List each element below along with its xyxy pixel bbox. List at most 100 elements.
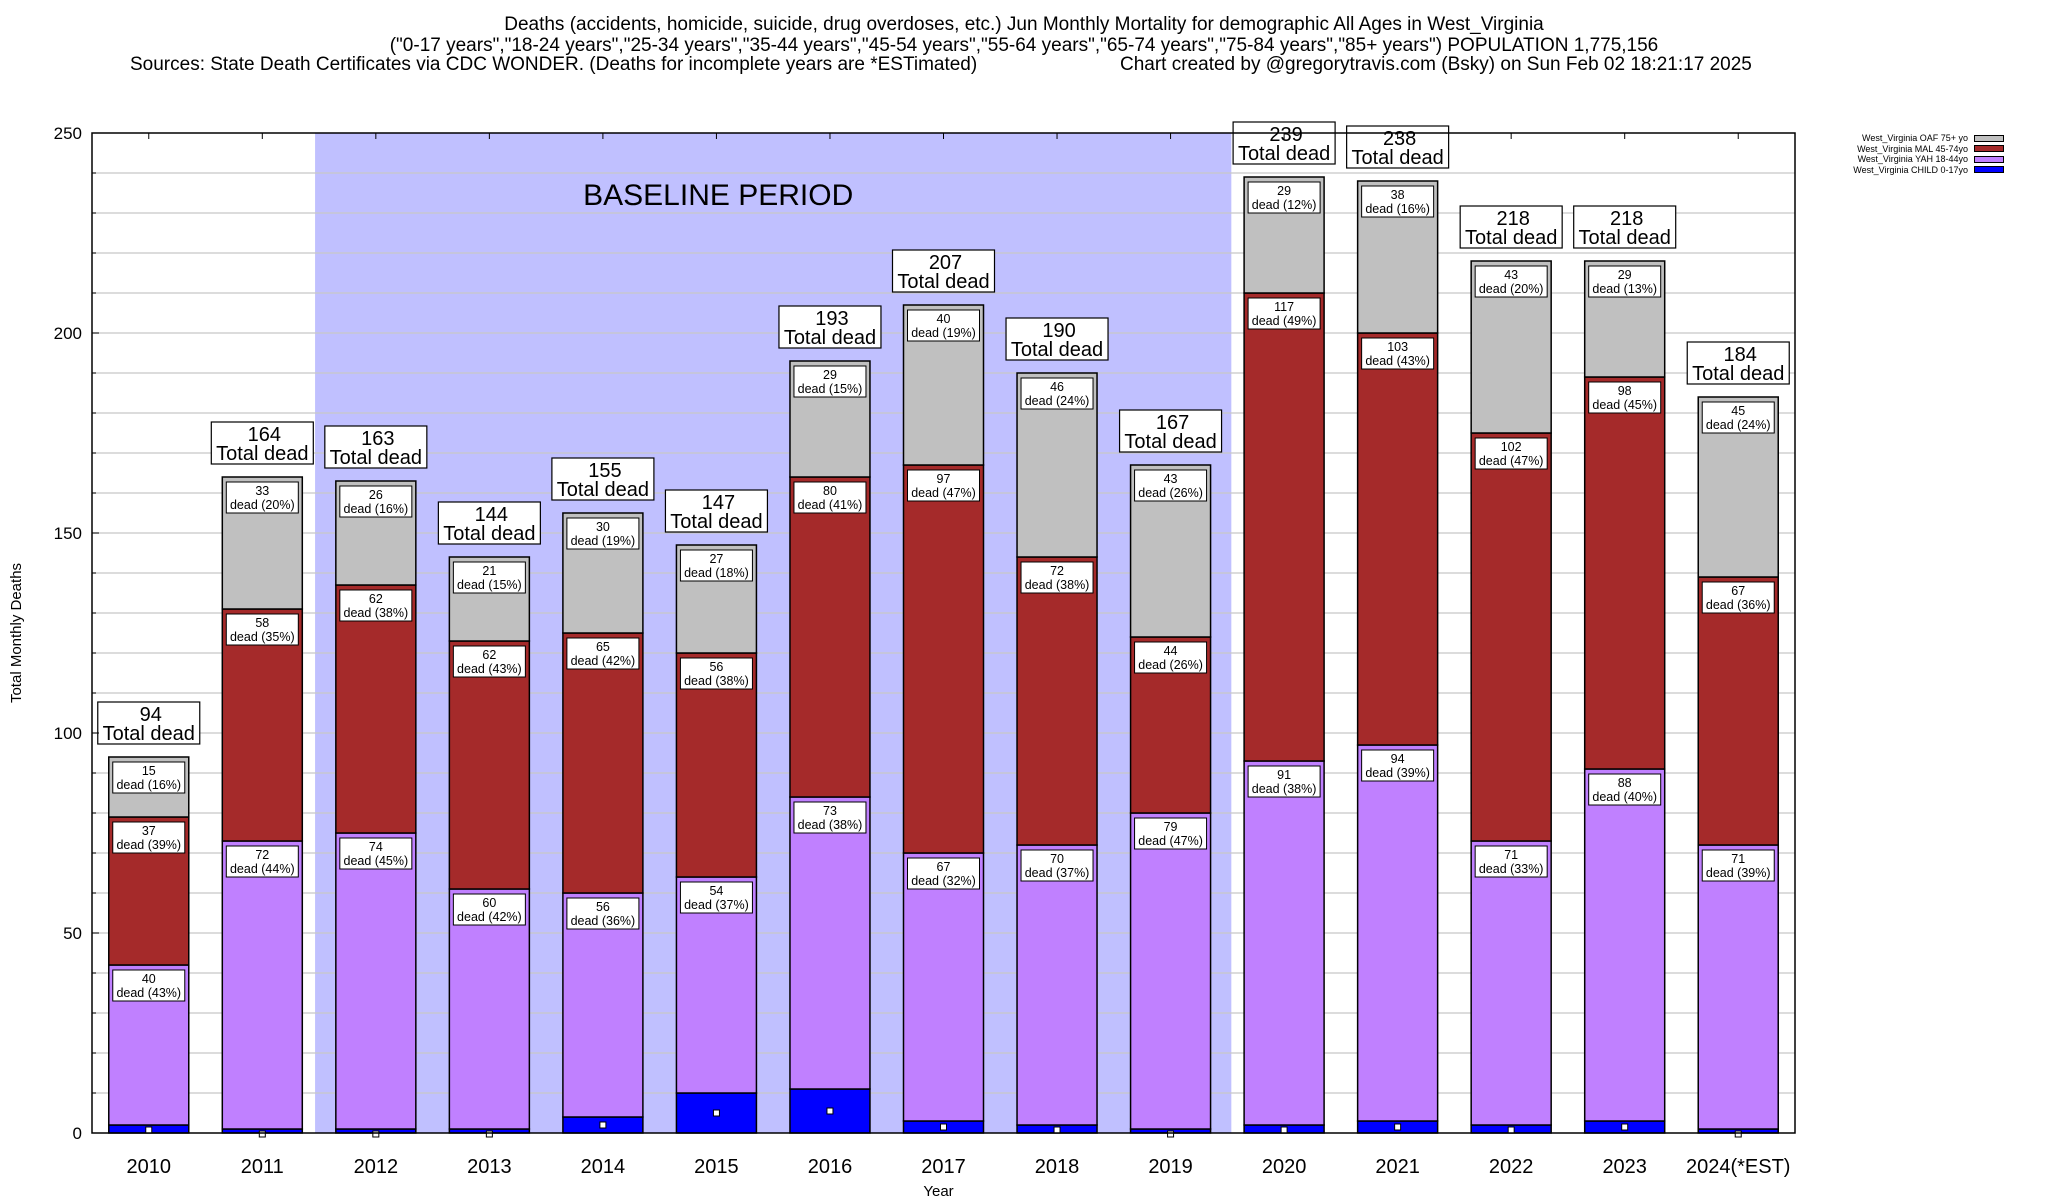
segment-value-label: 46 [1050, 380, 1064, 394]
segment-label-box [793, 481, 867, 514]
legend-label: West_Virginia OAF 75+ yo [1862, 133, 1968, 143]
segment-value-label: 71 [1731, 852, 1745, 866]
child-marker [372, 1130, 380, 1138]
segment-value-label: 58 [255, 616, 269, 630]
segment-percent-label: dead (43%) [116, 986, 181, 1000]
bar-segment-west-virginia-yah-18-44yo [1356, 744, 1439, 1122]
segment-percent-label: dead (45%) [1592, 398, 1657, 412]
segment-value-label: 62 [369, 592, 383, 606]
segment-value-label: 33 [255, 484, 269, 498]
x-tick-label: 2015 [694, 1156, 739, 1178]
child-marker [1507, 1126, 1515, 1134]
segment-label-box [1020, 849, 1094, 882]
bar-segment-west-virginia-yah-18-44yo [562, 892, 644, 1118]
x-tick-label: 2019 [1148, 1156, 1193, 1178]
segment-label-box [1020, 377, 1094, 410]
segment-value-label: 43 [1164, 472, 1178, 486]
segment-percent-label: dead (38%) [1025, 578, 1090, 592]
segment-value-label: 79 [1164, 820, 1178, 834]
segment-value-label: 29 [1618, 268, 1632, 282]
segment-label-box [1134, 641, 1208, 674]
chart-subtitle: ("0-17 years","18-24 years","25-34 years… [389, 35, 1659, 56]
x-tick-label: 2013 [467, 1156, 512, 1178]
segment-percent-label: dead (13%) [1592, 282, 1657, 296]
segment-value-label: 73 [823, 804, 837, 818]
segment-value-label: 70 [1050, 852, 1064, 866]
segment-value-label: 29 [823, 368, 837, 382]
legend-swatch-icon [1974, 166, 2004, 174]
segment-percent-label: dead (18%) [684, 566, 749, 580]
total-label-box [97, 701, 201, 745]
bar-segment-west-virginia-mal-45-74yo [448, 640, 531, 890]
segment-percent-label: dead (20%) [1479, 282, 1544, 296]
child-marker [712, 1109, 720, 1117]
x-tick-label: 2021 [1375, 1156, 1420, 1178]
bar-segment-west-virginia-yah-18-44yo [221, 840, 304, 1130]
segment-percent-label: dead (38%) [1252, 782, 1317, 796]
y-tick-label: 0 [73, 1124, 82, 1143]
segment-value-label: 74 [369, 840, 383, 854]
total-label-box [437, 501, 541, 545]
segment-percent-label: dead (42%) [457, 910, 522, 924]
child-marker [1167, 1130, 1175, 1138]
segment-percent-label: dead (24%) [1025, 394, 1090, 408]
total-dead-label: Total dead [1351, 147, 1443, 169]
segment-percent-label: dead (38%) [684, 674, 749, 688]
segment-label-box [1701, 581, 1775, 614]
segment-percent-label: dead (36%) [1706, 598, 1771, 612]
segment-percent-label: dead (37%) [684, 898, 749, 912]
segment-percent-label: dead (38%) [798, 818, 863, 832]
segment-percent-label: dead (16%) [344, 502, 409, 516]
segment-label-box [112, 969, 186, 1002]
segment-label-box [907, 469, 980, 502]
plot-frame [91, 132, 1796, 1134]
child-marker [599, 1121, 607, 1129]
y-tick-label: 200 [54, 324, 82, 343]
bar-segment-west-virginia-mal-45-74yo [335, 584, 417, 834]
segment-percent-label: dead (12%) [1252, 198, 1317, 212]
total-label-box [664, 489, 769, 533]
segment-percent-label: dead (15%) [457, 578, 522, 592]
total-dead-label: Total dead [1011, 339, 1103, 361]
segment-label-box [1474, 265, 1548, 298]
segment-value-label: 98 [1618, 384, 1632, 398]
total-label-box [891, 249, 996, 293]
bar-segment-west-virginia-mal-45-74yo [221, 608, 304, 842]
bar-segment-west-virginia-mal-45-74yo [1016, 556, 1098, 846]
x-tick-label: 2010 [127, 1156, 172, 1178]
x-tick-label: 2022 [1489, 1156, 1534, 1178]
segment-percent-label: dead (43%) [1365, 354, 1430, 368]
bar-segment-west-virginia-mal-45-74yo [675, 652, 758, 878]
segment-percent-label: dead (33%) [1479, 862, 1544, 876]
legend-item: West_Virginia MAL 45-74yo [1853, 144, 2004, 155]
total-value-label: 147 [702, 492, 735, 514]
legend-item: West_Virginia OAF 75+ yo [1853, 133, 2004, 144]
child-marker [145, 1126, 153, 1134]
bar-segment-west-virginia-yah-18-44yo [335, 832, 417, 1130]
bar-segment-west-virginia-mal-45-74yo [562, 632, 644, 894]
total-value-label: 207 [929, 252, 962, 274]
segment-value-label: 43 [1504, 268, 1518, 282]
child-marker [826, 1107, 834, 1115]
legend-item: West_Virginia YAH 18-44yo [1853, 154, 2004, 165]
total-label-box [1232, 121, 1336, 165]
segment-label-box [1588, 773, 1662, 806]
segment-label-box [1247, 181, 1321, 214]
total-label-box [1118, 409, 1223, 453]
bar-segment-west-virginia-yah-18-44yo [1243, 760, 1325, 1126]
segment-percent-label: dead (26%) [1138, 486, 1203, 500]
segment-value-label: 67 [1731, 584, 1745, 598]
segment-value-label: 65 [596, 640, 610, 654]
total-label-box [778, 305, 882, 349]
y-axis-label: Total Monthly Deaths [8, 563, 25, 703]
total-dead-label: Total dead [1238, 143, 1330, 165]
segment-percent-label: dead (39%) [1706, 866, 1771, 880]
segment-value-label: 72 [1050, 564, 1064, 578]
segment-label-box [1134, 469, 1208, 502]
y-tick-label: 100 [54, 724, 82, 743]
segment-percent-label: dead (35%) [230, 630, 295, 644]
x-tick-label: 2020 [1262, 1156, 1307, 1178]
segment-label-box [907, 309, 980, 342]
legend-label: West_Virginia MAL 45-74yo [1857, 143, 1968, 154]
